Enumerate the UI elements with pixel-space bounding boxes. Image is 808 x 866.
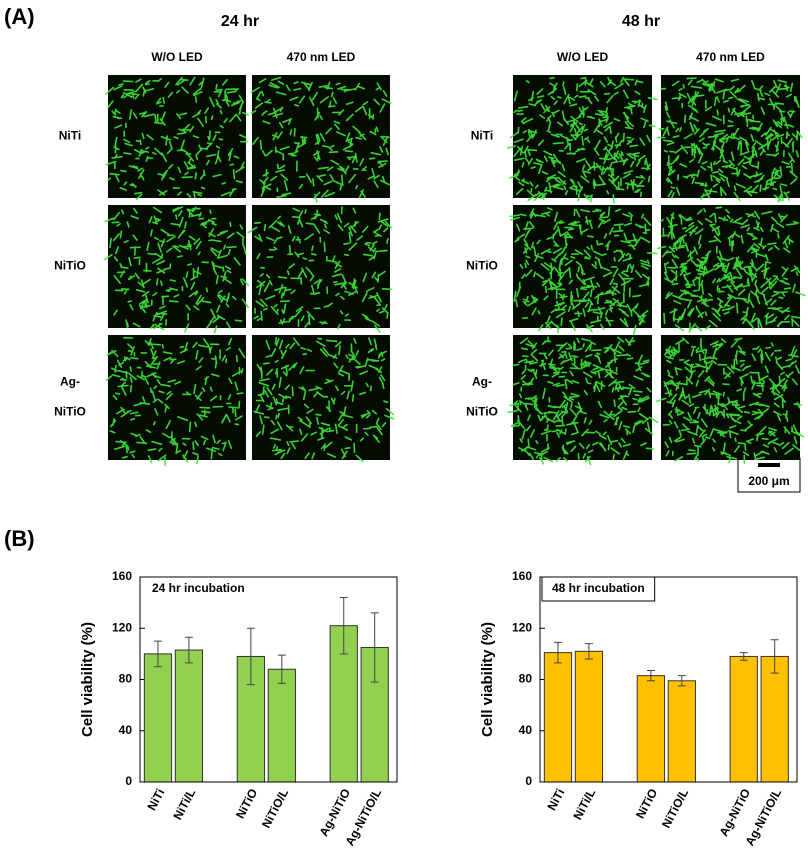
y-axis-label: Cell viability (%): [479, 622, 496, 737]
x-tick-label: NiTi: [145, 786, 168, 812]
column-header: W/O LED: [557, 50, 609, 64]
cells: [656, 337, 805, 464]
bar: [143, 653, 173, 783]
error-bar: [339, 597, 348, 655]
error-bar: [677, 675, 686, 687]
y-tick-label: 0: [525, 774, 532, 788]
cells: [509, 206, 658, 336]
chart-title: 24 hr incubation: [152, 581, 245, 595]
error-bar: [553, 641, 562, 664]
error-bar: [153, 640, 162, 668]
y-tick-label: 40: [519, 723, 533, 737]
cells: [250, 76, 392, 203]
plot-frame: [539, 576, 798, 783]
cells: [656, 77, 803, 203]
cells: [657, 206, 806, 333]
micrograph: [252, 205, 390, 328]
cells: [506, 76, 658, 204]
y-axis-label: Cell viability (%): [79, 622, 96, 737]
error-bar: [646, 670, 655, 682]
chart-title: 48 hr incubation: [552, 581, 645, 595]
x-tick-label: NiTi/L: [570, 786, 598, 822]
x-tick-label: NiTiO/L: [659, 786, 691, 830]
cells: [507, 336, 659, 466]
y-tick-label: 120: [512, 620, 532, 634]
micrograph: [108, 75, 246, 198]
row-label: NiTiO: [466, 259, 498, 273]
bar: [667, 680, 696, 783]
row-label: NiTiO: [54, 405, 86, 419]
group-title: 24 hr: [221, 13, 259, 30]
cells: [104, 206, 250, 334]
row-label: NiTiO: [466, 405, 498, 419]
panel-label: (B): [4, 526, 35, 551]
x-tick-label: NiTi/L: [170, 786, 198, 822]
bar: [574, 650, 604, 783]
plot-frame: [139, 576, 398, 783]
cells: [247, 206, 393, 333]
row-label: NiTi: [59, 129, 81, 143]
micrograph: [108, 335, 246, 460]
y-tick-label: 120: [112, 620, 132, 634]
bar: [760, 655, 789, 783]
column-header: 470 nm LED: [696, 50, 765, 64]
error-bar: [370, 612, 379, 683]
row-label: NiTi: [471, 129, 493, 143]
row-label: Ag-: [60, 375, 80, 389]
y-tick-label: 40: [119, 723, 133, 737]
bar: [267, 668, 296, 783]
bar: [729, 655, 758, 783]
error-bar: [770, 639, 779, 674]
column-header: W/O LED: [151, 50, 203, 64]
y-tick-label: 80: [519, 672, 533, 686]
cells: [105, 76, 249, 201]
y-tick-label: 80: [119, 672, 133, 686]
group-title: 48 hr: [622, 13, 660, 30]
bar: [543, 652, 573, 783]
error-bar: [184, 636, 193, 664]
column-header: 470 nm LED: [287, 50, 356, 64]
y-tick-label: 0: [125, 774, 132, 788]
y-tick-label: 160: [112, 569, 132, 583]
title-box: [541, 576, 656, 602]
cells: [253, 336, 395, 463]
cells: [105, 337, 246, 466]
bar: [636, 675, 665, 783]
scale-bar-label: 200 μm: [748, 474, 789, 488]
x-tick-label: NiTiO: [633, 786, 660, 821]
x-tick-label: NiTiO/L: [259, 786, 291, 830]
bar: [174, 649, 204, 783]
x-tick-label: NiTiO: [233, 786, 260, 821]
error-bar: [584, 643, 593, 660]
error-bar: [277, 654, 286, 684]
error-bar: [246, 627, 255, 686]
y-tick-label: 160: [512, 569, 532, 583]
error-bar: [739, 652, 748, 661]
x-tick-label: NiTi: [545, 786, 568, 812]
row-label: NiTiO: [54, 259, 86, 273]
panel-label: (A): [4, 4, 35, 29]
row-label: Ag-: [472, 375, 492, 389]
